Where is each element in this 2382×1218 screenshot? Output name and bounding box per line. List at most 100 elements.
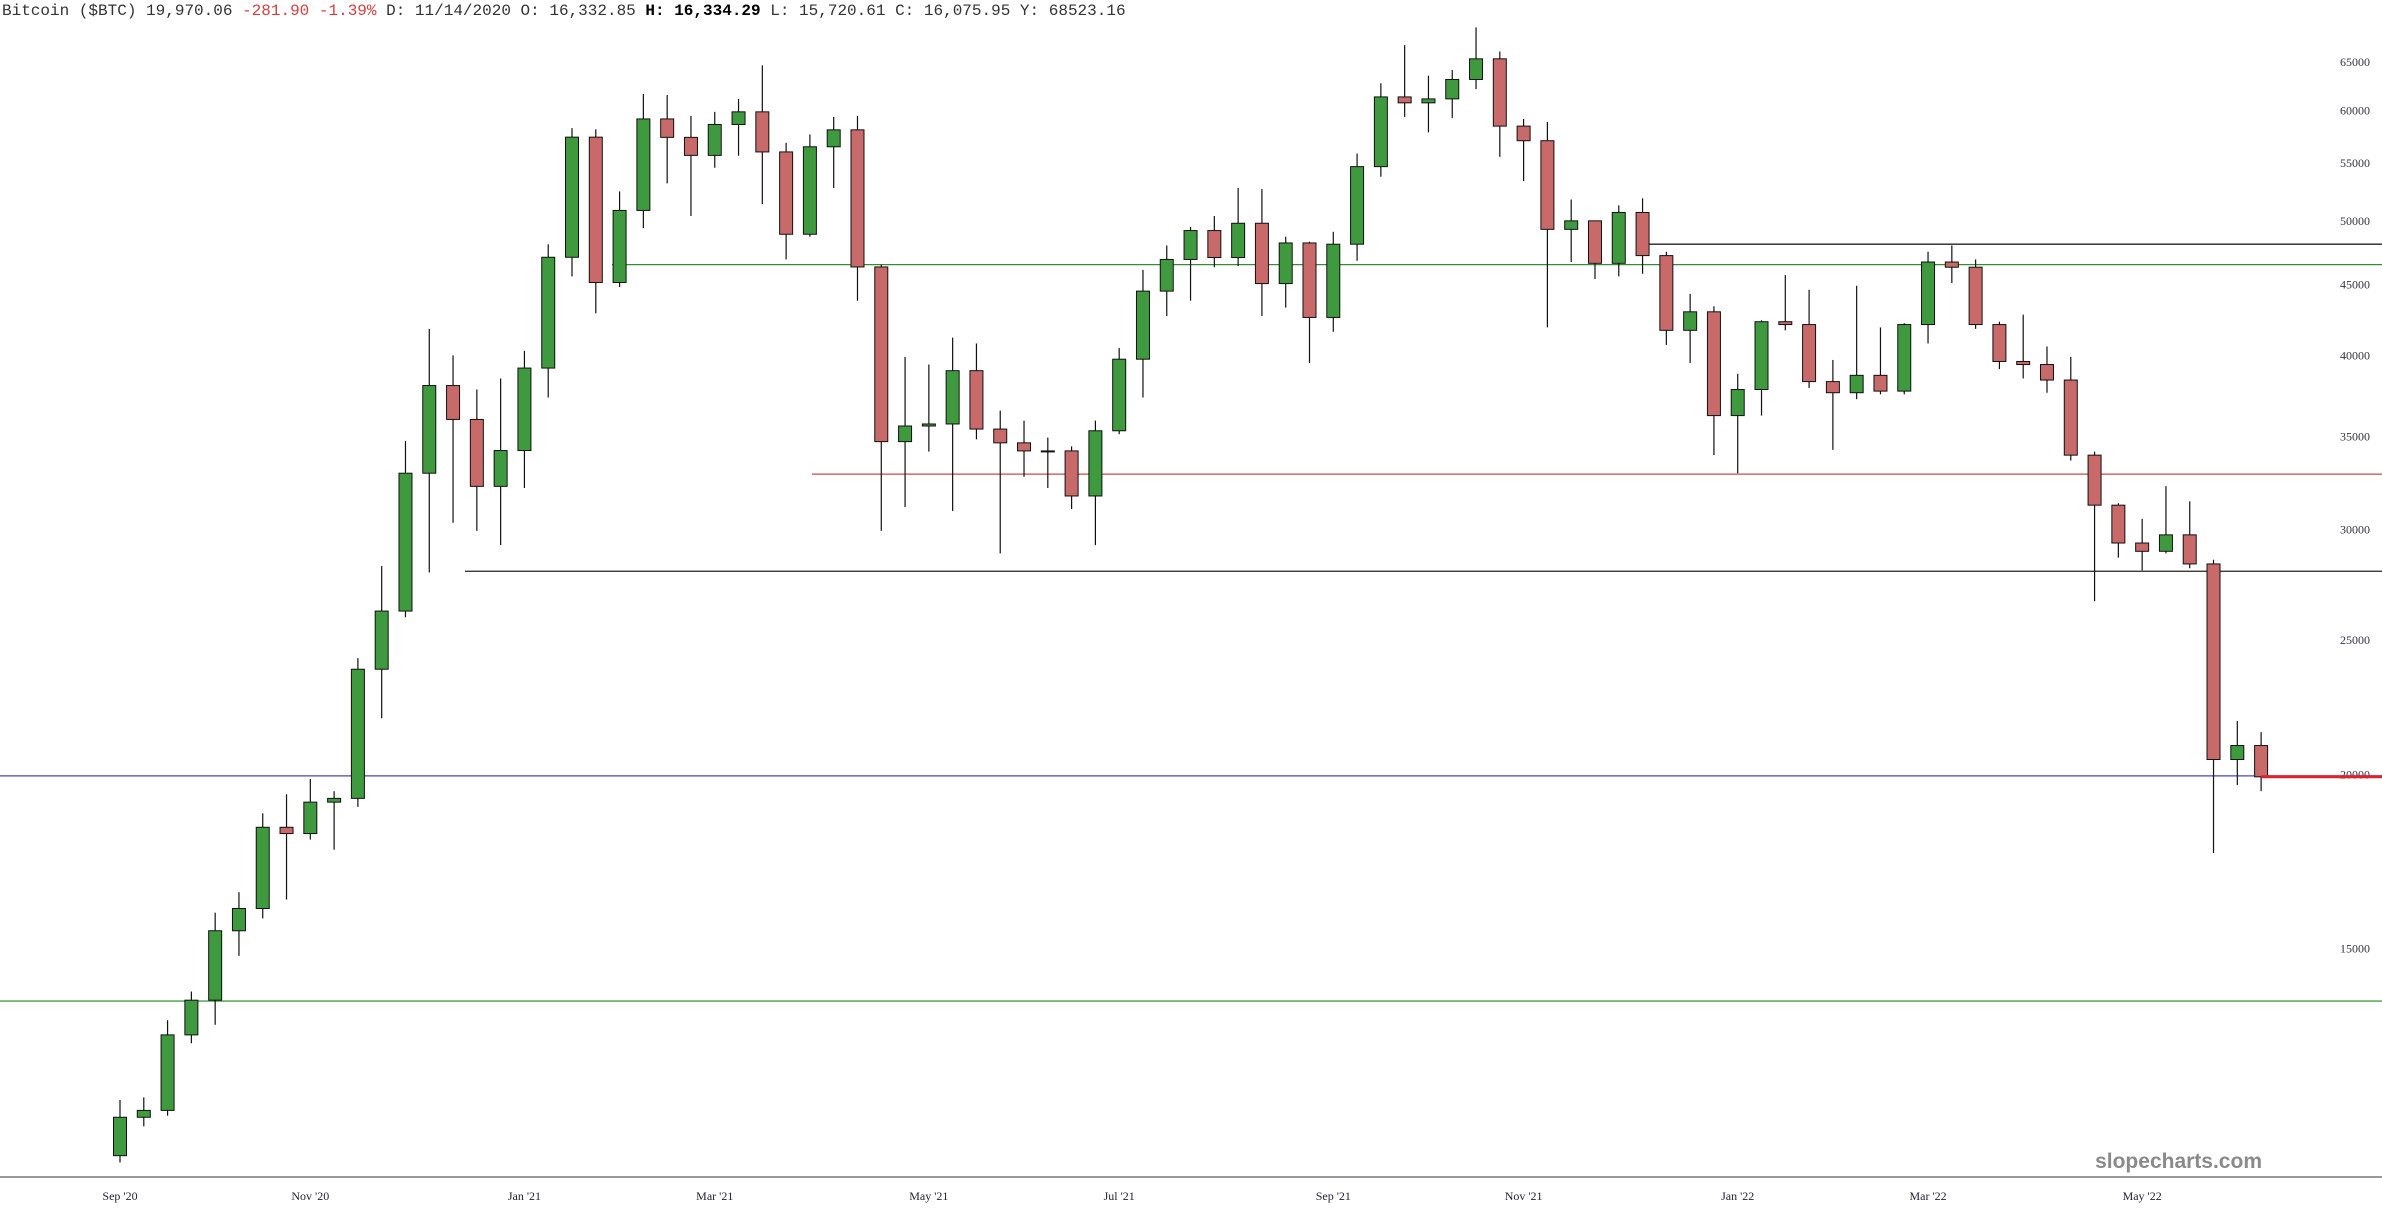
candle-body (493, 450, 508, 487)
y-tick-label: 30000 (2340, 523, 2370, 537)
field-label: O: (520, 2, 540, 20)
candle-body (2254, 745, 2269, 778)
candle-body (588, 136, 603, 284)
candle-body (374, 610, 389, 670)
field-value: 16,332.85 (549, 2, 636, 20)
candle-body (1492, 58, 1507, 127)
candle-body (1373, 96, 1388, 168)
candle-body (1992, 324, 2007, 362)
candle-body (945, 370, 960, 425)
y-tick-label: 60000 (2340, 104, 2370, 118)
field-label: D: (386, 2, 406, 20)
candle-body (1231, 222, 1246, 259)
candle-body (1564, 220, 1579, 230)
candle-body (2063, 379, 2078, 456)
candle-body (1397, 96, 1412, 104)
candle-body (160, 1034, 175, 1111)
candle-body (1706, 311, 1721, 417)
candle-body (1659, 255, 1674, 331)
x-tick-label: Nov '21 (1505, 1189, 1543, 1203)
y-tick-label: 15000 (2340, 942, 2370, 956)
candle-body (731, 111, 746, 125)
candle-body (826, 129, 841, 148)
y-tick-label: 55000 (2340, 156, 2370, 170)
candle-body (565, 136, 580, 258)
candle-body (1326, 243, 1341, 318)
y-tick-label: 45000 (2340, 277, 2370, 291)
candle-body (1754, 321, 1769, 391)
candle-body (779, 151, 794, 235)
candle-body (1540, 140, 1555, 230)
field-value: 68523.16 (1048, 2, 1126, 20)
y-axis: 15000 20000 25000 30000 35000 40000 45000 50000… (2336, 55, 2370, 956)
candle-body (969, 370, 984, 430)
candle-body (1135, 290, 1150, 360)
candle-body (1159, 258, 1174, 292)
candle-body (707, 123, 722, 156)
candle-body (541, 256, 556, 369)
candle-body (2135, 542, 2150, 552)
candle-body (850, 129, 865, 268)
field-value: 16,075.95 (923, 2, 1011, 20)
field-label: Y: (1019, 2, 1040, 20)
candle-body (612, 209, 627, 284)
candle-body (2039, 364, 2054, 381)
y-tick-label: 25000 (2340, 633, 2370, 647)
field-label: L: (770, 2, 790, 20)
x-tick-label: May '22 (2123, 1189, 2162, 1203)
candle-body (398, 472, 413, 612)
candle-body (279, 826, 294, 835)
candle-body (1873, 374, 1888, 392)
quote-header: Bitcoin ($BTC) 19,970.06 -281.90 -1.39% … (2, 2, 1135, 20)
watermark: slopecharts.com (2095, 1150, 2262, 1173)
y-tick-label: 40000 (2340, 349, 2370, 363)
x-tick-label: Jan '21 (508, 1189, 541, 1203)
field-label: H: (645, 2, 665, 20)
field-label: C: (895, 2, 915, 20)
candle-body (1611, 211, 1626, 264)
candle-body (1730, 389, 1745, 417)
change: -281.90 (242, 2, 310, 20)
candle-body (993, 428, 1008, 444)
candle-body (446, 385, 461, 420)
candle-body (517, 367, 532, 452)
y-tick-label: 35000 (2340, 429, 2370, 443)
candle-body (1040, 450, 1055, 453)
candle-body (255, 826, 270, 910)
candle-body (1944, 261, 1959, 268)
last-price: 19,970.06 (146, 2, 233, 20)
candle-body (874, 266, 889, 443)
candle-body (1350, 166, 1365, 245)
y-tick-label: 20000 (2340, 768, 2370, 782)
candle-body (1302, 242, 1317, 318)
candle-body (660, 118, 675, 138)
candle-body (1635, 211, 1650, 257)
x-tick-label: Mar '22 (1909, 1189, 1946, 1203)
candle-body (2087, 454, 2102, 506)
candle-body (1825, 381, 1840, 394)
candle-body (469, 418, 484, 487)
x-tick-label: May '21 (909, 1189, 948, 1203)
x-tick-label: Mar '21 (696, 1189, 733, 1203)
x-tick-label: Jul '21 (1104, 1189, 1135, 1203)
symbol: Bitcoin ($BTC) (2, 2, 137, 20)
y-tick-label: 50000 (2340, 214, 2370, 228)
candle-body (1897, 324, 1912, 392)
candle-body (802, 146, 817, 235)
candle-body (1183, 230, 1198, 260)
candle-body (2016, 360, 2031, 366)
candle-body (231, 908, 246, 932)
change-pct: -1.39% (318, 2, 377, 20)
candle-body (1421, 98, 1436, 104)
field-value: 11/14/2020 (414, 2, 511, 20)
candle-body (1683, 311, 1698, 331)
candle-body (1469, 58, 1484, 80)
field-value: 15,720.61 (799, 2, 886, 20)
candle-body (1278, 242, 1293, 285)
candle-body (2206, 563, 2221, 760)
candle-body (1445, 78, 1460, 100)
field-value: 16,334.29 (674, 2, 761, 20)
candle-body (1802, 324, 1817, 383)
candle-body (2230, 745, 2245, 760)
